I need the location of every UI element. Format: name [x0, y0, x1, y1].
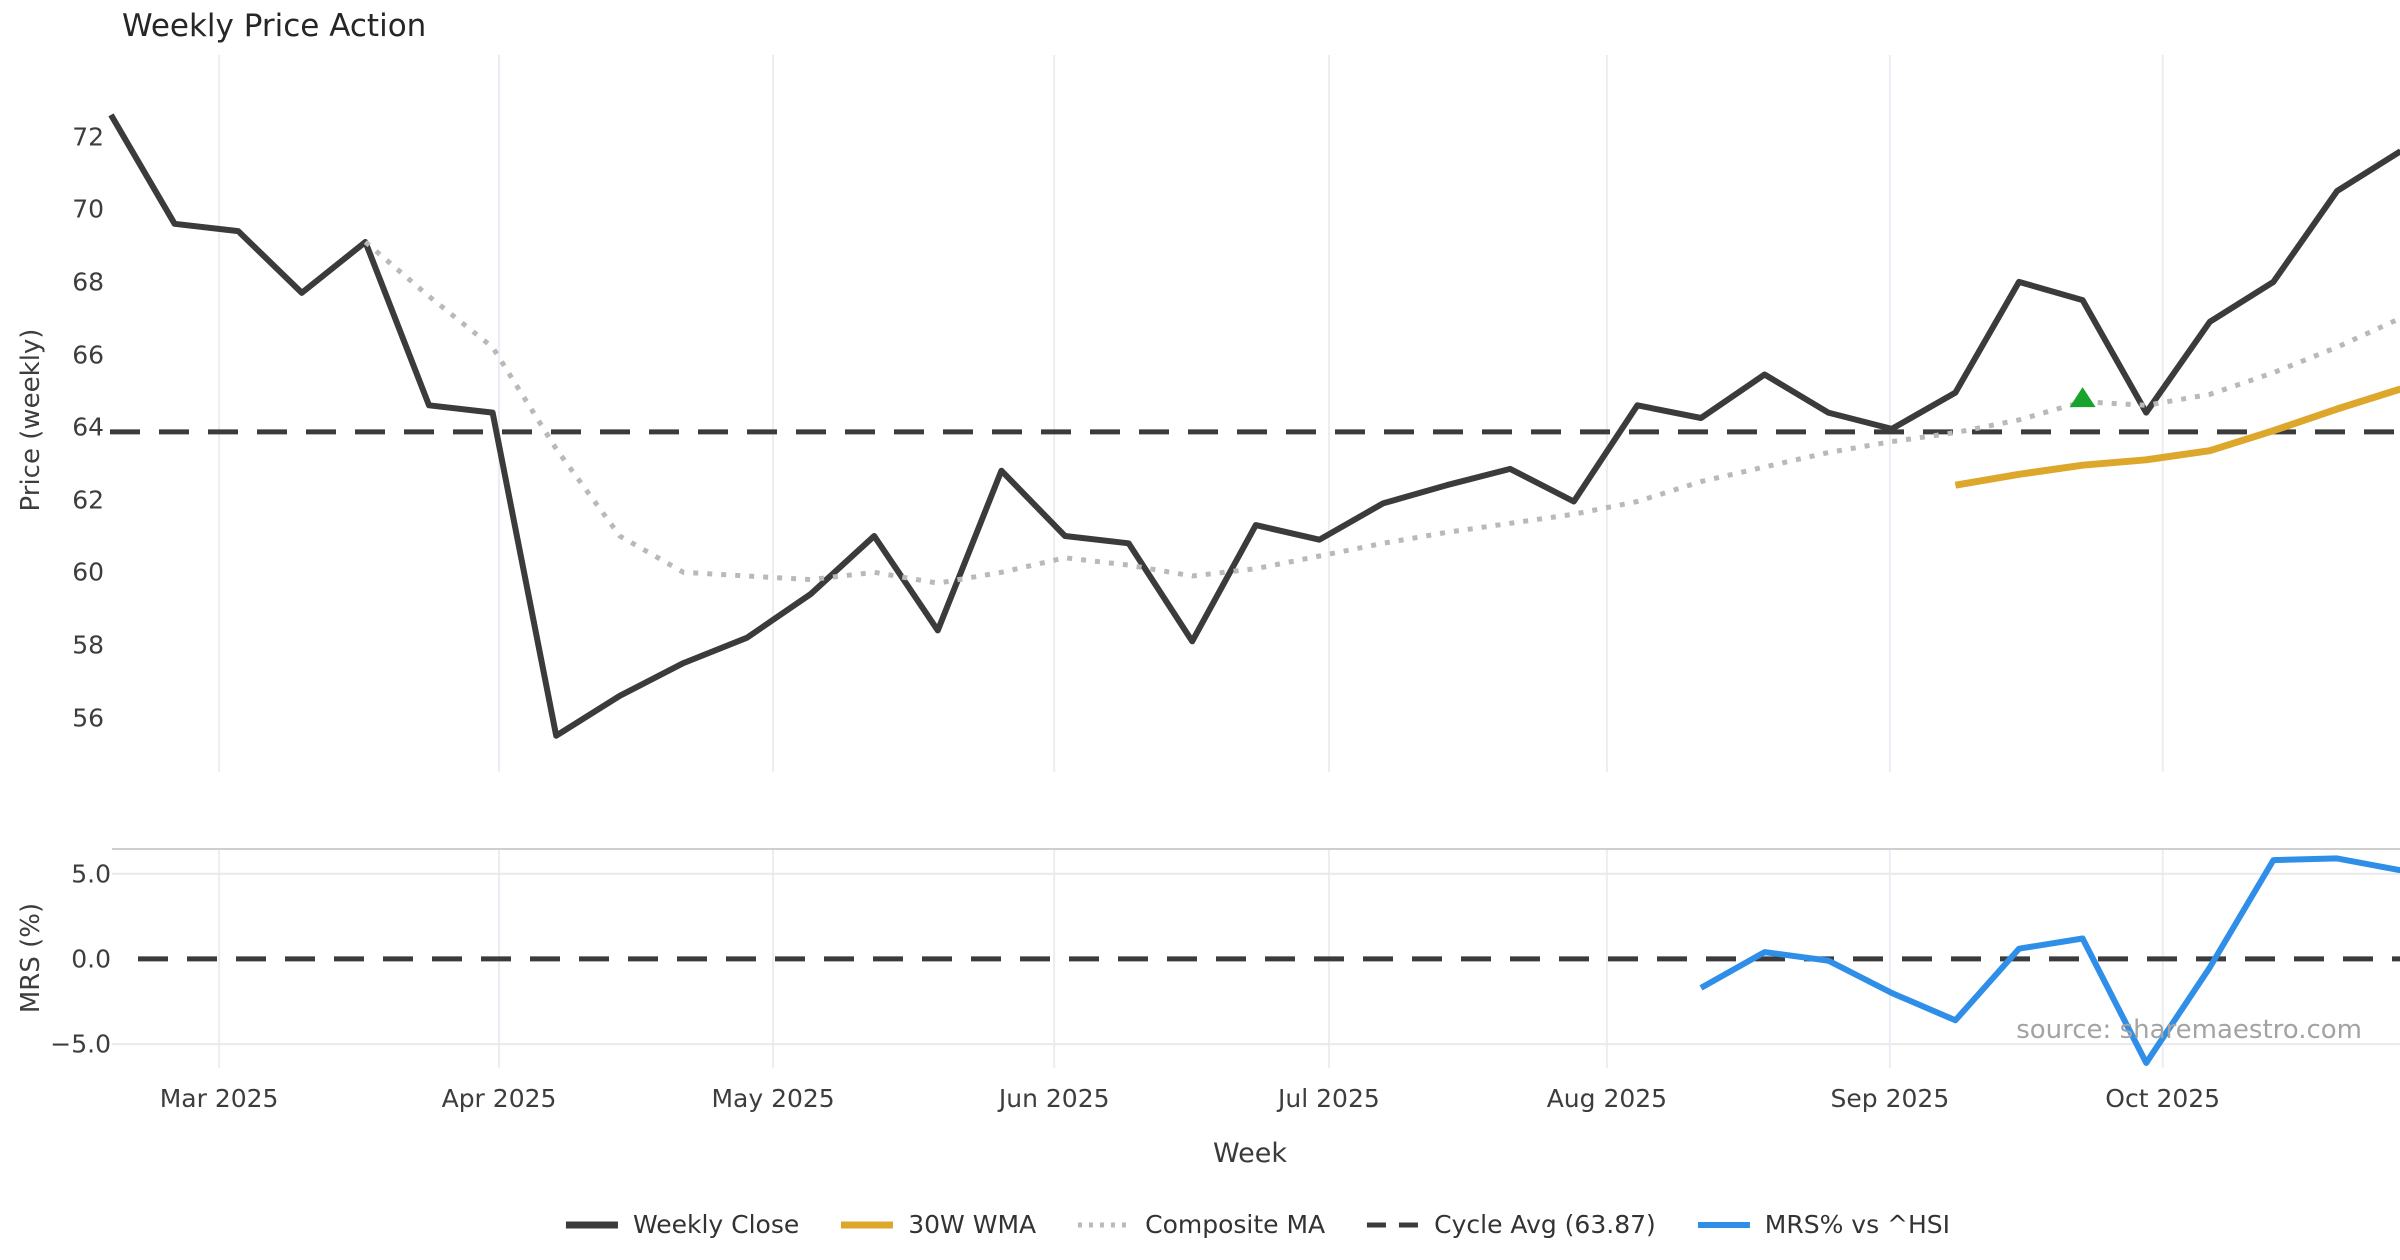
x-tick-label: Oct 2025	[2105, 1084, 2221, 1113]
x-tick-label: Apr 2025	[441, 1084, 557, 1113]
legend-label: MRS% vs ^HSI	[1764, 1210, 1951, 1239]
y-tick-label: 56	[72, 703, 104, 732]
y-tick-label: 0.0	[71, 944, 111, 974]
30w-wma-line	[1954, 385, 2400, 489]
legend-label: 30W WMA	[908, 1210, 1037, 1239]
y-tick-label: 64	[72, 412, 104, 442]
x-tick-label: Sep 2025	[1830, 1084, 1950, 1113]
y-tick-label: 58	[72, 630, 104, 660]
y-tick-label: 5.0	[71, 859, 111, 889]
legend-item: 30W WMA	[839, 1210, 1036, 1239]
legend: Weekly Close 30W WMA Composite MA Cycle Avg…	[564, 1210, 1950, 1239]
x-tick-label: Mar 2025	[159, 1084, 279, 1113]
legend-label: Weekly Close	[632, 1210, 800, 1239]
legend-item: Weekly Close	[564, 1210, 799, 1239]
x-tick-label: Jul 2025	[1278, 1084, 1380, 1113]
legend-item: MRS% vs ^HSI	[1696, 1210, 1950, 1239]
legend-swatch-dotted-line-icon	[1078, 1222, 1131, 1227]
legend-swatch-solid-line-icon	[1697, 1221, 1750, 1228]
buy-signal-marker	[2069, 387, 2096, 408]
y-tick-label: 70	[72, 194, 104, 224]
y-tick-label: 62	[72, 485, 104, 515]
x-axis-title: Week	[1213, 1138, 1287, 1169]
y-tick-label: 60	[72, 557, 104, 587]
y-tick-label: −5.0	[50, 1029, 111, 1059]
legend-label: Composite MA	[1145, 1210, 1326, 1239]
x-tick-label: May 2025	[711, 1084, 835, 1113]
weekly-close-line	[108, 113, 2400, 739]
legend-swatch-dashed-line-icon	[1367, 1222, 1420, 1227]
chart-title: Weekly Price Action	[122, 8, 427, 44]
y-tick-label: 68	[72, 267, 104, 297]
legend-item: Composite MA	[1076, 1210, 1325, 1239]
y-tick-label: 72	[72, 122, 104, 152]
mrs-vs-hsi-line	[1699, 855, 2400, 1066]
source-note: source: sharemaestro.com	[2016, 1015, 2362, 1045]
x-tick-label: Aug 2025	[1546, 1084, 1668, 1113]
composite-ma-line	[363, 240, 2400, 586]
legend-swatch-solid-line-icon	[841, 1221, 894, 1228]
x-tick-label: Jun 2025	[998, 1084, 1110, 1113]
legend-item: Cycle Avg (63.87)	[1365, 1210, 1656, 1239]
y-tick-label: 66	[72, 340, 104, 369]
legend-label: Cycle Avg (63.87)	[1434, 1210, 1656, 1239]
legend-swatch-solid-line-icon	[565, 1221, 618, 1228]
